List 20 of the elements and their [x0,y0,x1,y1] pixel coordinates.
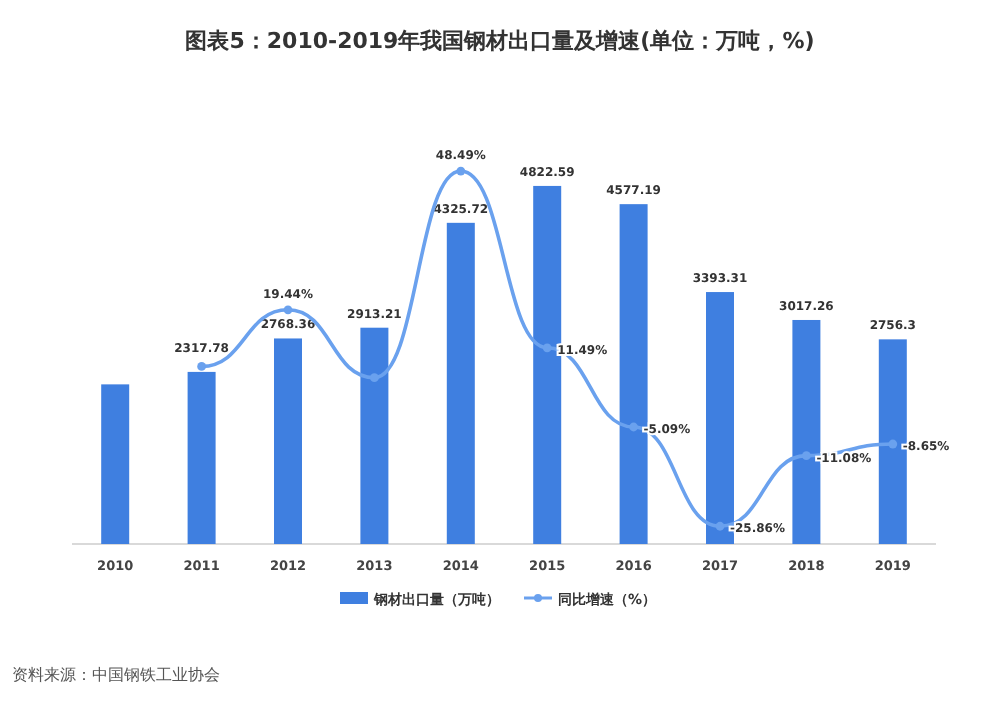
bar [360,327,389,544]
bar [101,384,130,544]
chart-title: 图表5：2010-2019年我国钢材出口量及增速(单位：万吨，%) [185,28,815,54]
point [283,305,293,315]
point [542,343,552,353]
point [888,439,898,449]
bar [706,292,734,544]
bar [619,204,648,544]
bar [187,371,216,544]
bar [792,319,821,544]
bar [533,185,562,544]
point [715,521,725,531]
bar [878,339,907,544]
bar [274,338,302,544]
text: 资料来源：中国钢铁工业协会 [12,666,220,684]
bar [446,222,475,544]
point [802,451,811,461]
point [370,373,379,383]
point [197,361,206,371]
point [629,422,638,432]
